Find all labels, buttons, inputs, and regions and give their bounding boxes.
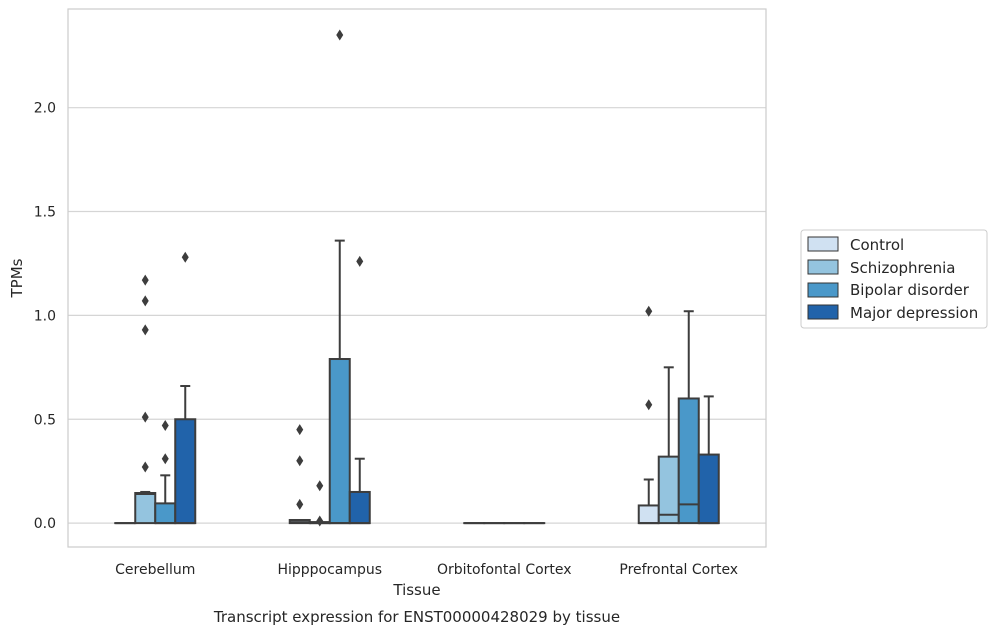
y-tick-label: 1.5 (34, 205, 56, 221)
outlier-point (141, 324, 149, 336)
outlier-point (181, 251, 189, 263)
x-tick-labels: Cerebellum Hipppocampus Orbitofontal Corte… (115, 562, 738, 578)
outlier-point (161, 419, 169, 431)
legend-label: Bipolar disorder (850, 281, 970, 299)
box-major-depression (697, 395, 720, 525)
outlier-point (141, 411, 149, 423)
y-tick-label: 0.5 (34, 412, 56, 428)
box (657, 455, 680, 525)
x-tick-label: Prefrontal Cortex (619, 562, 738, 578)
box (154, 502, 177, 525)
chart-caption: Transcript expression for ENST0000042802… (213, 608, 620, 626)
outlier-point (645, 399, 653, 411)
outlier-point (141, 274, 149, 286)
box (348, 490, 371, 525)
legend-label: Control (850, 236, 904, 254)
box (328, 358, 351, 525)
outlier-point (645, 305, 653, 317)
y-axis-label: TPMs (8, 258, 26, 298)
legend-swatch (807, 236, 839, 252)
box-major-depression (348, 255, 371, 525)
x-tick-label: Cerebellum (115, 562, 195, 578)
box-schizophrenia (657, 366, 680, 525)
legend-label: Schizophrenia (850, 259, 955, 277)
box (134, 491, 157, 525)
legend-swatch (807, 304, 839, 320)
outlier-point (296, 455, 304, 467)
box-schizophrenia (134, 274, 157, 525)
y-tick-label: 0.0 (34, 516, 56, 532)
outlier-point (141, 461, 149, 473)
box-major-depression (174, 251, 197, 525)
box-control (637, 305, 660, 525)
outlier-point (161, 453, 169, 465)
legend: Control Schizophrenia Bipolar disorder M… (800, 229, 988, 329)
box-plot-layer (114, 29, 720, 527)
box-control (288, 424, 311, 525)
outlier-point (356, 255, 364, 267)
y-tick-label: 1.0 (34, 308, 56, 324)
legend-frame (800, 229, 988, 329)
legend-swatch (807, 282, 839, 298)
box-bipolar-disorder (154, 419, 177, 525)
x-tick-label: Orbitofontal Cortex (437, 562, 572, 578)
box (697, 453, 720, 525)
outlier-point (296, 498, 304, 510)
outlier-point (336, 29, 344, 41)
plot-frame (67, 8, 767, 548)
outlier-point (296, 424, 304, 436)
outlier-point (141, 295, 149, 307)
outlier-point (316, 515, 324, 527)
box-bipolar-disorder (677, 310, 700, 525)
box-bipolar-disorder (328, 29, 351, 525)
y-tick-label: 2.0 (34, 101, 56, 117)
x-tick-label: Hipppocampus (277, 562, 382, 578)
box-schizophrenia (308, 480, 331, 527)
legend-label: Major depression (850, 304, 978, 322)
outlier-point (316, 480, 324, 492)
box (637, 504, 660, 525)
box (174, 418, 197, 525)
x-axis-label: Tissue (392, 581, 440, 599)
y-tick-labels: 0.0 0.5 1.0 1.5 2.0 (34, 101, 56, 532)
legend-swatch (807, 259, 839, 275)
